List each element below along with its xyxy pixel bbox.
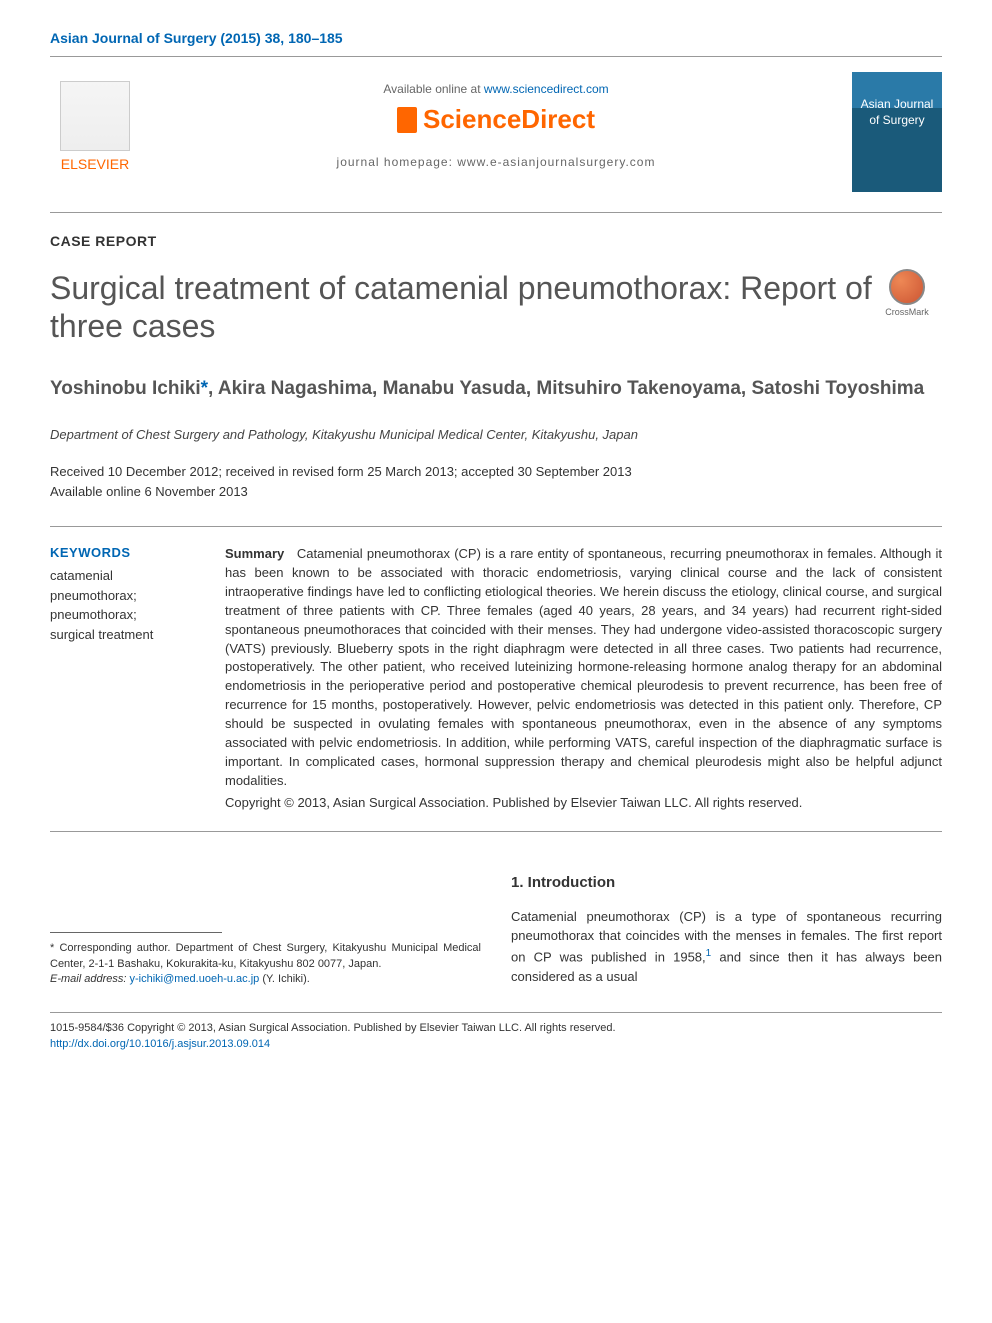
footer-copyright: 1015-9584/$36 Copyright © 2013, Asian Su… [50, 1021, 942, 1036]
summary-text: Catamenial pneumothorax (CP) is a rare e… [225, 546, 942, 787]
sciencedirect-logo[interactable]: ScienceDirect [160, 104, 832, 135]
journal-homepage: journal homepage: www.e-asianjournalsurg… [160, 155, 832, 169]
journal-reference: Asian Journal of Surgery (2015) 38, 180–… [50, 30, 942, 46]
affiliation: Department of Chest Surgery and Patholog… [50, 427, 942, 442]
intro-text: Catamenial pneumothorax (CP) is a type o… [511, 907, 942, 986]
footer-rule [50, 1012, 942, 1013]
footer: 1015-9584/$36 Copyright © 2013, Asian Su… [50, 1021, 942, 1052]
column-right: 1. Introduction Catamenial pneumothorax … [511, 872, 942, 987]
journal-cover[interactable]: Asian Journal of Surgery [852, 72, 942, 192]
footnote-rule [50, 932, 222, 933]
elsevier-logo[interactable]: ELSEVIER [50, 72, 140, 172]
summary-column: Summary Catamenial pneumothorax (CP) is … [225, 545, 942, 813]
authors: Yoshinobu Ichiki*, Akira Nagashima, Mana… [50, 376, 942, 403]
abstract-copyright: Copyright © 2013, Asian Surgical Associa… [225, 794, 942, 813]
corresponding-footnote: * Corresponding author. Department of Ch… [50, 941, 481, 987]
journal-cover-title: Asian Journal of Surgery [857, 97, 937, 128]
article-title: Surgical treatment of catamenial pneumot… [50, 269, 872, 346]
keywords-column: KEYWORDS catamenial pneumothorax; pneumo… [50, 545, 225, 813]
elsevier-tree-icon [60, 81, 130, 151]
sciencedirect-link[interactable]: www.sciencedirect.com [484, 82, 609, 96]
section-rule-1 [50, 212, 942, 213]
authors-rest: , Akira Nagashima, Manabu Yasuda, Mitsuh… [208, 378, 924, 399]
elsevier-label: ELSEVIER [61, 156, 129, 172]
summary-label: Summary [225, 546, 284, 561]
dates-received: Received 10 December 2012; received in r… [50, 462, 942, 482]
corresponding-star: * [201, 378, 208, 399]
footnote-corr: * Corresponding author. Department of Ch… [50, 941, 481, 972]
available-online: Available online at www.sciencedirect.co… [160, 82, 832, 96]
email-name: (Y. Ichiki). [259, 973, 310, 985]
title-row: Surgical treatment of catamenial pneumot… [50, 269, 942, 346]
article-dates: Received 10 December 2012; received in r… [50, 462, 942, 501]
sciencedirect-icon [397, 107, 417, 133]
author-1: Yoshinobu Ichiki [50, 378, 201, 399]
keywords-heading: KEYWORDS [50, 545, 205, 560]
intro-heading: 1. Introduction [511, 872, 942, 895]
header-rule [50, 56, 942, 57]
doi-link[interactable]: http://dx.doi.org/10.1016/j.asjsur.2013.… [50, 1038, 270, 1050]
header-center: Available online at www.sciencedirect.co… [140, 72, 852, 179]
column-left: * Corresponding author. Department of Ch… [50, 872, 481, 987]
email-label: E-mail address: [50, 973, 129, 985]
abstract-box: KEYWORDS catamenial pneumothorax; pneumo… [50, 526, 942, 832]
dates-online: Available online 6 November 2013 [50, 482, 942, 502]
email-link[interactable]: y-ichiki@med.uoeh-u.ac.jp [129, 973, 259, 985]
article-type: CASE REPORT [50, 233, 942, 249]
crossmark-badge[interactable]: CrossMark [872, 269, 942, 319]
crossmark-icon [889, 269, 925, 305]
body-columns: * Corresponding author. Department of Ch… [50, 872, 942, 987]
keywords-list: catamenial pneumothorax; pneumothorax; s… [50, 566, 205, 644]
publisher-header: ELSEVIER Available online at www.science… [50, 72, 942, 192]
